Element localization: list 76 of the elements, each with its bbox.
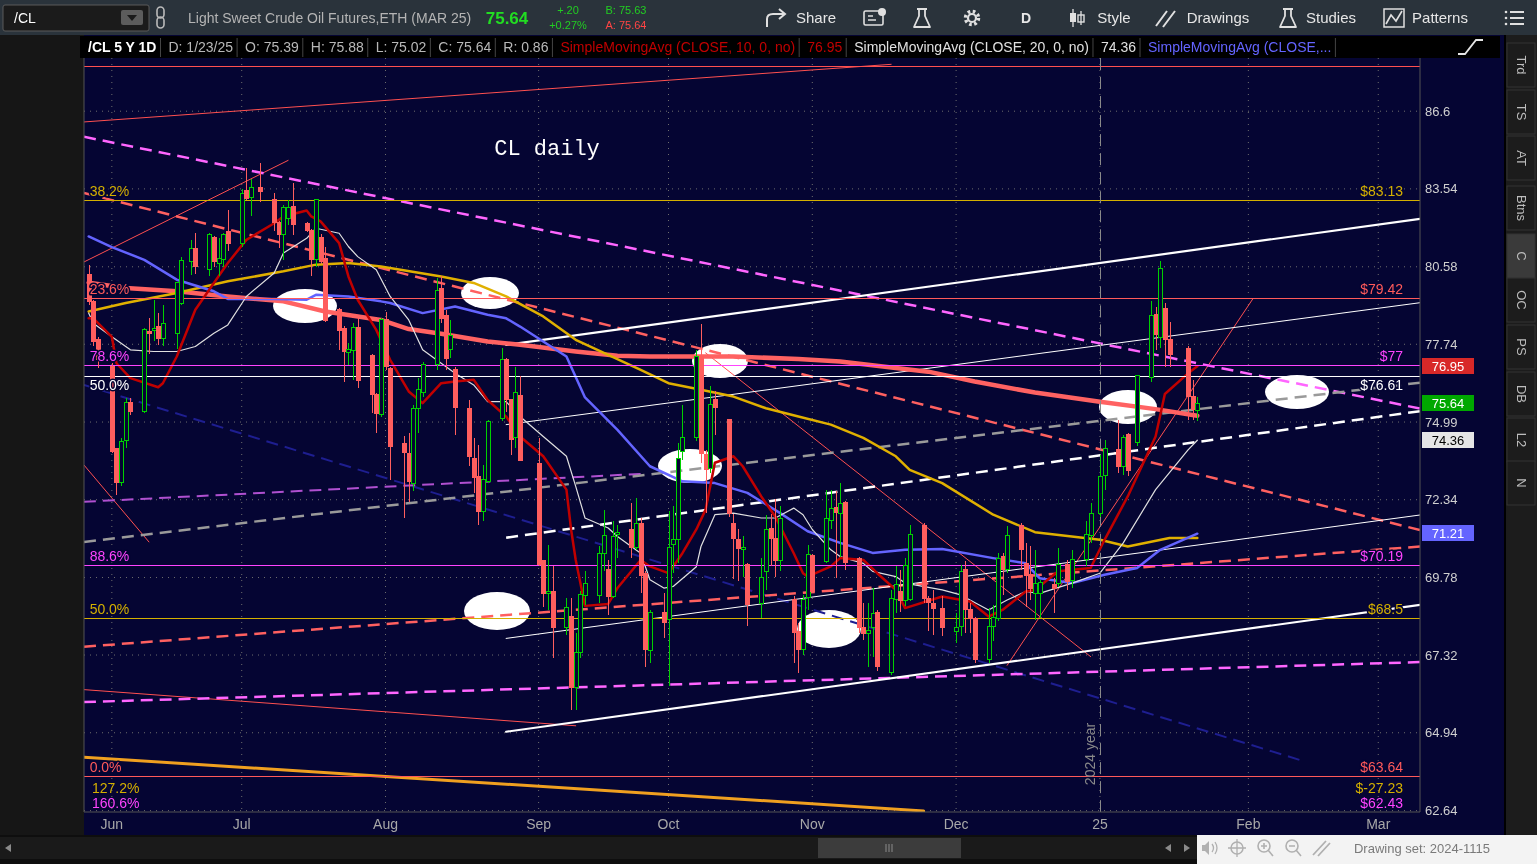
annotation: CL daily [494,137,600,162]
x-tick-label: Mar [1366,816,1391,832]
text: R: 0.86 [503,39,549,55]
text: Drawings [1186,9,1250,26]
text: OC [1514,290,1529,310]
y-tick-label: 83.54 [1425,181,1458,197]
y-tick-label: 67.32 [1425,647,1458,663]
x-tick-label: Oct [657,816,680,832]
text: C [1514,251,1529,261]
y-tick-label: 62.64 [1425,803,1458,819]
ref-line-label: $70.19 [1360,547,1404,564]
text: 76.95 [807,39,843,55]
text: C: 75.64 [438,39,492,55]
x-tick-label: Jun [100,816,124,832]
text: N [1514,478,1529,488]
text: O: 75.39 [245,39,300,55]
annotation: $-27.23 [1355,780,1404,796]
y-tick-label: 69.78 [1425,570,1458,586]
text: Patterns [1412,9,1468,26]
text: D: 1/23/25 [168,39,234,55]
y-tick-label: 86.6 [1425,103,1451,119]
text: SimpleMovingAvg (CLOSE, 10, 0, no) [560,39,796,55]
text: +0.27% [549,19,588,31]
annotation: 160.6% [92,795,140,811]
text: B: 75.63 [605,4,647,16]
text: +.20 [557,4,579,16]
annotation: 127.2% [92,780,140,796]
ref-line-label: 2024 year [1081,722,1098,786]
text: DB [1514,384,1529,404]
y-tick-label: 74.99 [1425,414,1458,430]
text: 75.64 [1431,395,1465,411]
text: D [1020,10,1032,26]
x-tick-label: Sep [526,816,552,832]
text: SimpleMovingAvg (CLOSE, 20, 0, no) [854,39,1089,55]
text: Studies [1305,9,1357,26]
y-tick-label: 77.74 [1425,336,1458,352]
x-tick-label: 25 [1092,816,1108,832]
text: /CL [14,10,36,26]
chart-subtitle: /CL 5 Y 1D [88,39,157,55]
text: L: 75.02 [375,39,427,55]
chart-title: Light Sweet Crude Oil Futures,ETH (MAR 25) [188,10,472,26]
ref-line-label: $63.64 [1360,759,1404,776]
text: L2 [1514,432,1529,448]
text: 76.95 [1431,358,1465,374]
text: 74.36 [1431,432,1465,448]
text: 74.36 [1100,39,1137,55]
x-tick-label: Dec [943,816,969,832]
text: Trd [1514,55,1529,75]
ref-line-label: $83.13 [1360,182,1404,199]
text: Btns [1514,194,1529,222]
text: SimpleMovingAvg (CLOSE,... [1148,39,1332,55]
ref-line-label: $77 [1379,347,1404,364]
text: Share [795,9,837,26]
x-tick-label: Aug [373,816,398,832]
y-tick-label: 72.34 [1425,492,1458,508]
annotation: 38.2% [89,182,130,199]
text: H: 75.88 [310,39,364,55]
text: AT [1514,150,1529,166]
y-tick-label: 64.94 [1425,725,1458,741]
text: TS [1514,103,1529,121]
annotation: 50.0% [89,600,130,617]
text: Style [1097,9,1131,26]
annotation: 0.0% [89,759,122,776]
y-tick-label: 80.58 [1425,259,1458,275]
ref-line-label: $76.61 [1360,376,1404,393]
text: A: 75.64 [605,19,647,31]
annotation: $62.43 [1360,795,1404,811]
x-tick-label: Jul [232,816,251,832]
ref-line-label: $79.42 [1360,281,1404,298]
text: Drawing set: 2024-1115 [1353,841,1491,856]
x-tick-label: Feb [1236,816,1261,832]
x-tick-label: Nov [799,816,825,832]
text: 71.21 [1431,525,1465,541]
text: 75.64 [485,9,529,28]
text: PS [1514,338,1529,356]
annotation: 88.6% [89,547,130,564]
